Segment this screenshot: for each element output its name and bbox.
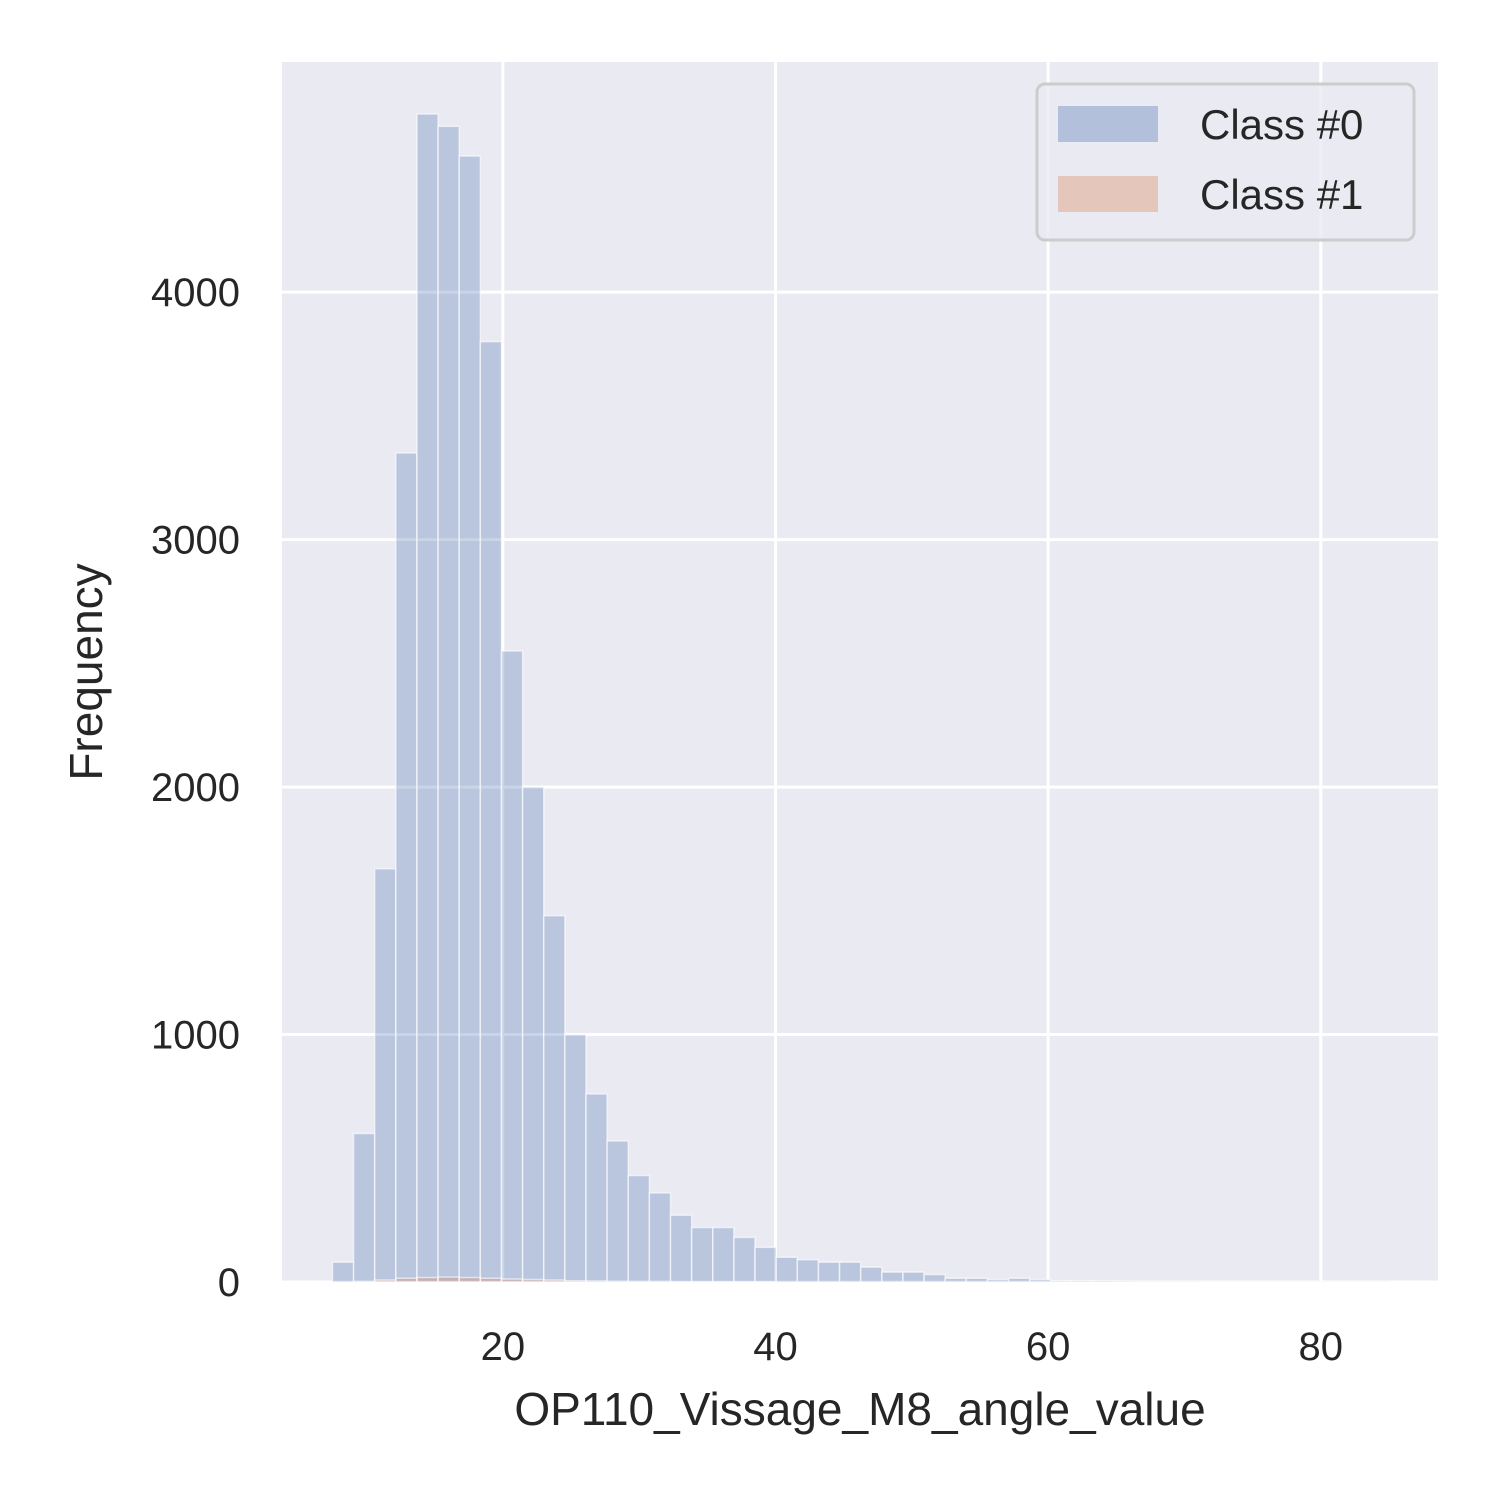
histogram-bar [500, 650, 524, 1283]
histogram-bar [965, 1277, 989, 1283]
legend-label-class-1: Class #1 [1200, 171, 1363, 218]
histogram-bar [373, 867, 397, 1283]
histogram-bar [944, 1277, 968, 1283]
histogram-bar [352, 1132, 376, 1283]
histogram-bar [838, 1261, 862, 1283]
legend-swatch-class-1 [1058, 176, 1158, 212]
histogram-bar [902, 1271, 925, 1283]
histogram-bar [395, 452, 418, 1283]
histogram-bar [690, 1226, 714, 1283]
histogram-bar [564, 1033, 587, 1283]
histogram-bar [606, 1280, 630, 1283]
histogram-bar [416, 113, 439, 1283]
histogram-bar [796, 1258, 820, 1283]
plot-background [282, 62, 1438, 1282]
histogram-bar [373, 1279, 397, 1283]
y-tick-label: 0 [218, 1261, 240, 1305]
legend-swatch-class-0 [1058, 106, 1158, 142]
histogram-bar [416, 1276, 439, 1283]
histogram-bar [754, 1246, 777, 1283]
histogram-bar [585, 1093, 608, 1283]
histogram-bar [986, 1278, 1010, 1283]
y-tick-label: 4000 [151, 271, 240, 315]
legend: Class #0 Class #1 [1035, 82, 1416, 242]
histogram-bar [458, 155, 482, 1283]
histogram-bar [712, 1226, 735, 1283]
histogram-bar [437, 1276, 460, 1283]
x-tick-label: 80 [1299, 1325, 1344, 1369]
y-tick-labels: 0 1000 2000 3000 4000 [151, 271, 240, 1305]
y-tick-label: 1000 [151, 1014, 240, 1058]
histogram-bar [775, 1256, 799, 1283]
y-tick-label: 3000 [151, 519, 240, 563]
histogram-bar [1113, 1280, 1137, 1283]
histogram-bar [479, 1277, 503, 1283]
x-tick-label: 60 [1026, 1325, 1071, 1369]
histogram-bar [479, 340, 503, 1283]
histogram-bar [1007, 1277, 1031, 1283]
histogram-bar [521, 1278, 545, 1283]
histogram-bar [331, 1261, 355, 1283]
histogram-bar [437, 125, 460, 1283]
grid-lines [282, 62, 1438, 1284]
histogram-bar [521, 786, 545, 1283]
histogram-bar [395, 1277, 418, 1283]
histogram-bar [923, 1273, 946, 1283]
y-axis-label: Frequency [60, 563, 112, 780]
x-tick-label: 40 [753, 1325, 798, 1369]
x-axis-label: OP110_Vissage_M8_angle_value [514, 1383, 1205, 1435]
histogram-bar [606, 1140, 630, 1283]
histogram-bar [458, 1276, 482, 1283]
x-tick-labels: 20 40 60 80 [481, 1325, 1343, 1369]
histogram-bar [1028, 1278, 1052, 1283]
histogram-bar [817, 1261, 841, 1283]
histogram-bar [669, 1214, 693, 1283]
legend-box [1035, 82, 1416, 242]
histogram-bar [1071, 1280, 1094, 1283]
histogram-bar [881, 1271, 904, 1283]
histogram-bar [648, 1192, 672, 1283]
histogram-bar [627, 1174, 651, 1283]
histogram-bars [331, 113, 1390, 1283]
histogram-bar [1092, 1280, 1115, 1283]
histogram-bar [542, 915, 566, 1283]
y-tick-label: 2000 [151, 766, 240, 810]
histogram-bar [585, 1280, 608, 1283]
legend-label-class-0: Class #0 [1200, 101, 1363, 148]
histogram-bar [733, 1236, 756, 1283]
histogram-bar [542, 1279, 566, 1283]
histogram-bar [564, 1280, 587, 1283]
histogram-bar [500, 1278, 524, 1283]
histogram-bar [859, 1266, 883, 1283]
histogram-bar [1050, 1280, 1073, 1283]
x-tick-label: 20 [481, 1325, 526, 1369]
